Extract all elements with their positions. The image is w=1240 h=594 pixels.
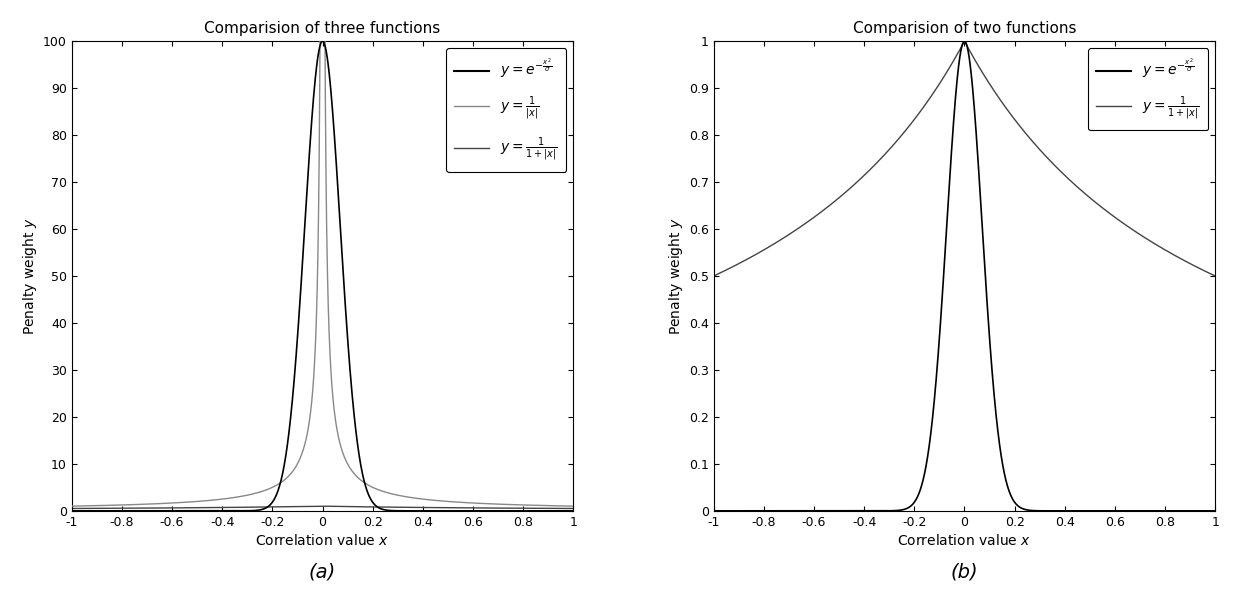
X-axis label: Correlation value $x$: Correlation value $x$ bbox=[898, 533, 1032, 548]
Y-axis label: Penalty weight $y$: Penalty weight $y$ bbox=[667, 217, 684, 335]
Title: Comparision of two functions: Comparision of two functions bbox=[853, 21, 1076, 36]
Legend: $y=e^{-\frac{x^2}{\sigma}}$, $y=\frac{1}{1+|x|}$: $y=e^{-\frac{x^2}{\sigma}}$, $y=\frac{1}… bbox=[1087, 48, 1208, 131]
Legend: $y=e^{-\frac{x^2}{\sigma}}$, $y=\frac{1}{|x|}$, $y=\frac{1}{1+|x|}$: $y=e^{-\frac{x^2}{\sigma}}$, $y=\frac{1}… bbox=[446, 48, 567, 172]
Text: (a): (a) bbox=[309, 563, 336, 582]
X-axis label: Correlation value $x$: Correlation value $x$ bbox=[255, 533, 389, 548]
Title: Comparision of three functions: Comparision of three functions bbox=[205, 21, 440, 36]
Text: (b): (b) bbox=[951, 563, 978, 582]
Y-axis label: Penalty weight $y$: Penalty weight $y$ bbox=[21, 217, 38, 335]
